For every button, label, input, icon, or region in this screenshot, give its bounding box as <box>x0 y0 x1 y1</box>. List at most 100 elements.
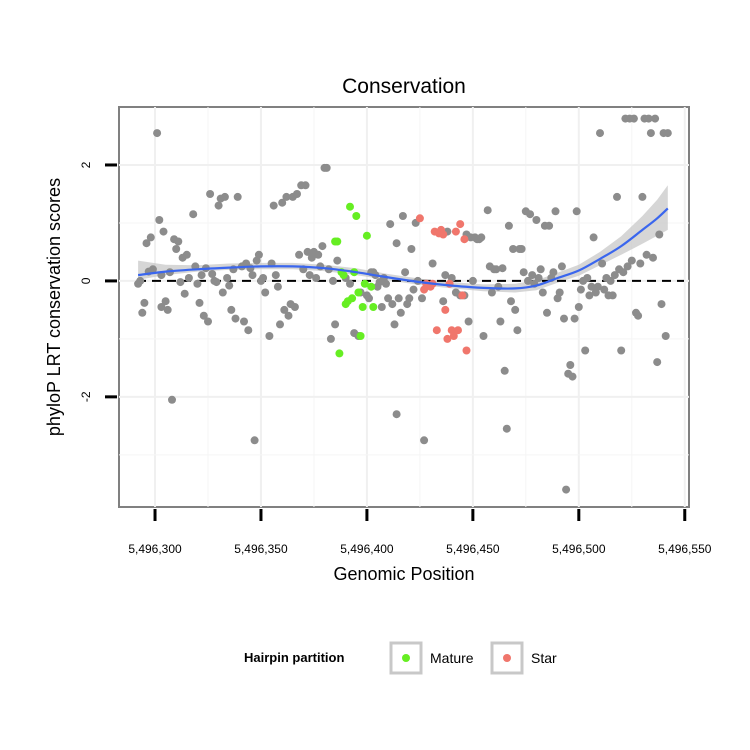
point-other <box>504 221 513 230</box>
point-other <box>250 436 259 445</box>
y-tick-label: -2 <box>79 391 93 402</box>
point-mature <box>346 202 354 211</box>
point-other <box>197 271 206 280</box>
point-other <box>418 294 426 303</box>
point-other <box>583 274 592 282</box>
point-other <box>333 256 342 265</box>
point-other <box>240 317 248 326</box>
point-other <box>492 265 501 274</box>
point-other <box>214 201 223 210</box>
y-axis: -2 0 2 <box>79 161 117 402</box>
point-other <box>545 221 554 230</box>
point-other <box>314 250 323 259</box>
point-star <box>441 305 450 314</box>
scatter-points <box>134 114 672 494</box>
point-other <box>464 317 473 326</box>
point-other <box>528 271 537 280</box>
point-star <box>460 235 469 244</box>
point-other <box>557 262 566 271</box>
x-tick-label: 5,496,400 <box>340 542 394 556</box>
point-other <box>396 308 405 317</box>
x-tick-label: 5,496,300 <box>128 542 182 556</box>
point-other <box>496 317 505 326</box>
point-star <box>432 326 441 335</box>
point-other <box>138 308 147 317</box>
point-other <box>278 198 287 207</box>
point-other <box>246 264 255 273</box>
point-other <box>326 334 335 343</box>
point-other <box>651 114 660 123</box>
point-other <box>483 206 492 215</box>
point-other <box>409 285 418 294</box>
point-other <box>140 298 149 307</box>
point-star <box>449 332 458 340</box>
point-other <box>543 308 551 317</box>
point-other <box>290 303 299 311</box>
point-other <box>231 314 240 323</box>
point-other <box>517 245 526 253</box>
point-other <box>623 262 632 271</box>
x-tick-label: 5,496,550 <box>658 542 712 556</box>
point-other <box>568 372 577 381</box>
point-other <box>468 276 477 285</box>
x-axis-title: Genomic Position <box>333 564 474 584</box>
point-other <box>657 300 666 309</box>
point-other <box>560 314 568 323</box>
point-mature <box>339 271 348 280</box>
point-other <box>331 320 340 329</box>
point-other <box>644 114 653 123</box>
point-star <box>454 326 462 335</box>
y-axis-title: phyloP LRT conservation scores <box>44 178 64 436</box>
point-other <box>392 239 401 248</box>
point-other <box>248 271 257 280</box>
point-other <box>401 268 410 277</box>
point-other <box>532 216 541 224</box>
gridlines <box>119 107 689 507</box>
point-other <box>610 271 619 280</box>
point-other <box>176 278 185 287</box>
point-mature <box>335 349 344 358</box>
point-mature <box>367 282 376 291</box>
point-other <box>233 192 242 201</box>
point-other <box>596 129 604 138</box>
point-other <box>536 265 545 274</box>
point-star <box>439 230 448 239</box>
legend-dot-mature <box>402 654 410 662</box>
legend-label-mature: Mature <box>430 650 474 666</box>
point-other <box>439 297 448 306</box>
point-other <box>388 300 397 309</box>
point-other <box>392 410 401 419</box>
point-other <box>322 163 331 172</box>
point-other <box>184 274 193 282</box>
point-other <box>511 305 520 314</box>
point-mature <box>348 294 357 303</box>
point-other <box>225 281 234 290</box>
point-other <box>507 297 515 306</box>
point-other <box>570 314 579 323</box>
point-other <box>365 294 373 303</box>
point-other <box>663 129 672 138</box>
point-other <box>613 192 621 201</box>
point-other <box>634 311 643 320</box>
point-other <box>377 303 386 311</box>
legend-label-star: Star <box>531 650 557 666</box>
point-other <box>593 282 602 291</box>
point-other <box>498 264 507 273</box>
point-other <box>180 289 189 298</box>
point-other <box>589 233 598 242</box>
point-other <box>265 332 274 340</box>
point-other <box>208 270 217 278</box>
point-mature <box>352 212 361 220</box>
point-mature <box>369 303 378 311</box>
point-other <box>441 271 450 280</box>
point-other <box>282 192 291 201</box>
point-star <box>462 346 471 355</box>
point-other <box>271 271 280 280</box>
point-other <box>524 276 532 285</box>
point-other <box>204 317 212 326</box>
point-other <box>538 288 547 297</box>
point-other <box>617 346 626 355</box>
point-other <box>653 358 662 367</box>
point-other <box>519 268 528 277</box>
